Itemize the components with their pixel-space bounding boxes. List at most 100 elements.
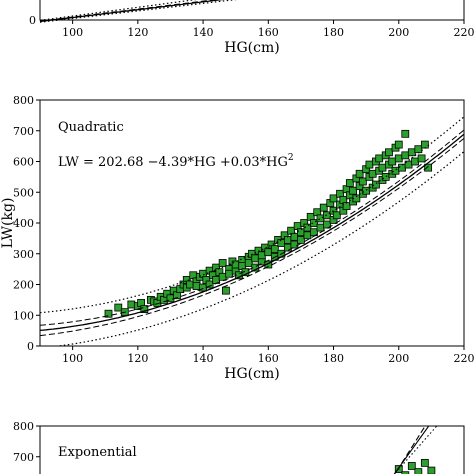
top-panel: 100 120 140 160 180 200 220 0 HG(cm) — [29, 0, 474, 56]
top-panel-x-axis-label: HG(cm) — [224, 40, 279, 56]
x-tick-label: 140 — [193, 352, 214, 365]
quadratic-equation-exponent: 2 — [288, 153, 294, 163]
x-tick-label: 160 — [258, 352, 279, 365]
quadratic-x-ticks: 100 120 140 160 180 200 220 — [62, 346, 474, 365]
x-tick-label: 140 — [193, 26, 214, 39]
top-panel-dotted-line — [39, 0, 198, 21]
data-point — [394, 154, 403, 163]
y-tick-label: 600 — [13, 156, 34, 169]
data-point — [355, 169, 364, 178]
data-point — [378, 163, 387, 172]
exponential-y-ticks: 700 800 — [13, 420, 40, 464]
x-tick-label: 100 — [62, 352, 83, 365]
quadratic-y-ticks: 0 100 200 300 400 500 600 700 800 — [13, 94, 40, 353]
data-point — [186, 280, 194, 289]
quadratic-panel: 100 120 140 160 180 200 220 0 100 200 300 400 500 60… — [0, 94, 474, 382]
top-panel-dashed-line — [39, 0, 219, 22]
data-point — [218, 272, 227, 281]
data-point — [140, 305, 149, 314]
x-tick-label: 220 — [454, 352, 474, 365]
data-point — [414, 145, 423, 154]
exponential-band-line — [393, 426, 430, 474]
data-point — [424, 163, 433, 172]
data-point — [365, 160, 374, 169]
exponential-panel: 700 800 Exponential — [13, 420, 465, 474]
data-point — [401, 151, 410, 160]
top-panel-solid-line — [39, 0, 224, 23]
top-panel-x-ticks: 100 120 140 160 180 200 220 — [62, 20, 474, 39]
confidence-upper-line — [40, 129, 464, 326]
top-panel-y-tick-0: 0 — [29, 14, 36, 27]
fit-line — [40, 133, 464, 332]
data-point — [349, 186, 358, 195]
data-point — [420, 458, 429, 467]
data-point — [316, 214, 325, 223]
y-tick-label: 100 — [13, 309, 34, 322]
top-panel-lines — [39, 0, 238, 23]
exponential-data-points — [393, 426, 438, 474]
data-point — [342, 202, 351, 210]
data-point — [310, 219, 318, 227]
y-tick-label: 500 — [13, 186, 34, 199]
x-tick-label: 200 — [388, 26, 409, 39]
data-point — [316, 223, 325, 232]
quadratic-equation-text: LW = 202.68 −4.39*HG +0.03*HG — [58, 155, 288, 170]
top-panel-dotted-line — [39, 0, 238, 23]
data-point — [394, 140, 403, 149]
data-point — [332, 211, 341, 220]
data-point — [362, 186, 371, 195]
data-point — [104, 309, 113, 318]
data-point — [222, 286, 230, 295]
data-point — [192, 282, 201, 290]
data-point — [283, 236, 292, 244]
data-point — [225, 269, 234, 278]
data-point — [303, 231, 312, 240]
data-point — [218, 259, 227, 267]
data-point — [323, 211, 331, 220]
data-point — [290, 232, 299, 241]
x-tick-label: 160 — [258, 26, 279, 39]
data-point — [417, 154, 426, 163]
x-tick-label: 220 — [454, 26, 474, 39]
data-point — [297, 228, 305, 237]
x-tick-label: 120 — [127, 26, 148, 39]
data-point — [290, 240, 299, 249]
data-point — [407, 148, 416, 157]
prediction-upper-line — [40, 116, 464, 314]
exponential-band-line — [394, 426, 426, 474]
data-point — [427, 466, 436, 474]
data-point — [329, 194, 338, 203]
data-point — [270, 245, 279, 254]
data-point — [244, 259, 253, 267]
y-tick-label: 800 — [13, 94, 34, 107]
data-point — [199, 283, 207, 292]
data-point — [372, 180, 380, 189]
data-point — [381, 172, 390, 181]
y-tick-label: 300 — [13, 248, 34, 261]
data-point — [323, 220, 331, 229]
data-point — [264, 248, 273, 257]
exponential-panel-frame — [39, 425, 465, 474]
quadratic-panel-frame — [39, 99, 465, 347]
data-point — [420, 140, 429, 149]
y-tick-label: 700 — [13, 125, 34, 138]
data-point — [401, 471, 410, 474]
data-point — [205, 280, 214, 289]
data-point — [283, 243, 292, 252]
data-point — [297, 236, 305, 244]
data-point — [391, 166, 400, 175]
data-point — [411, 157, 419, 166]
y-tick-label: 800 — [13, 420, 34, 433]
data-point — [127, 300, 136, 309]
y-tick-label: 200 — [13, 279, 34, 292]
x-tick-label: 120 — [127, 352, 148, 365]
data-point — [231, 260, 240, 269]
exponential-clipped — [393, 426, 438, 474]
data-point — [345, 179, 354, 187]
quadratic-model-name: Quadratic — [58, 120, 124, 135]
data-point — [414, 468, 423, 474]
data-point — [251, 254, 260, 263]
confidence-lower-line — [40, 138, 464, 337]
exponential-model-name: Exponential — [58, 445, 137, 460]
